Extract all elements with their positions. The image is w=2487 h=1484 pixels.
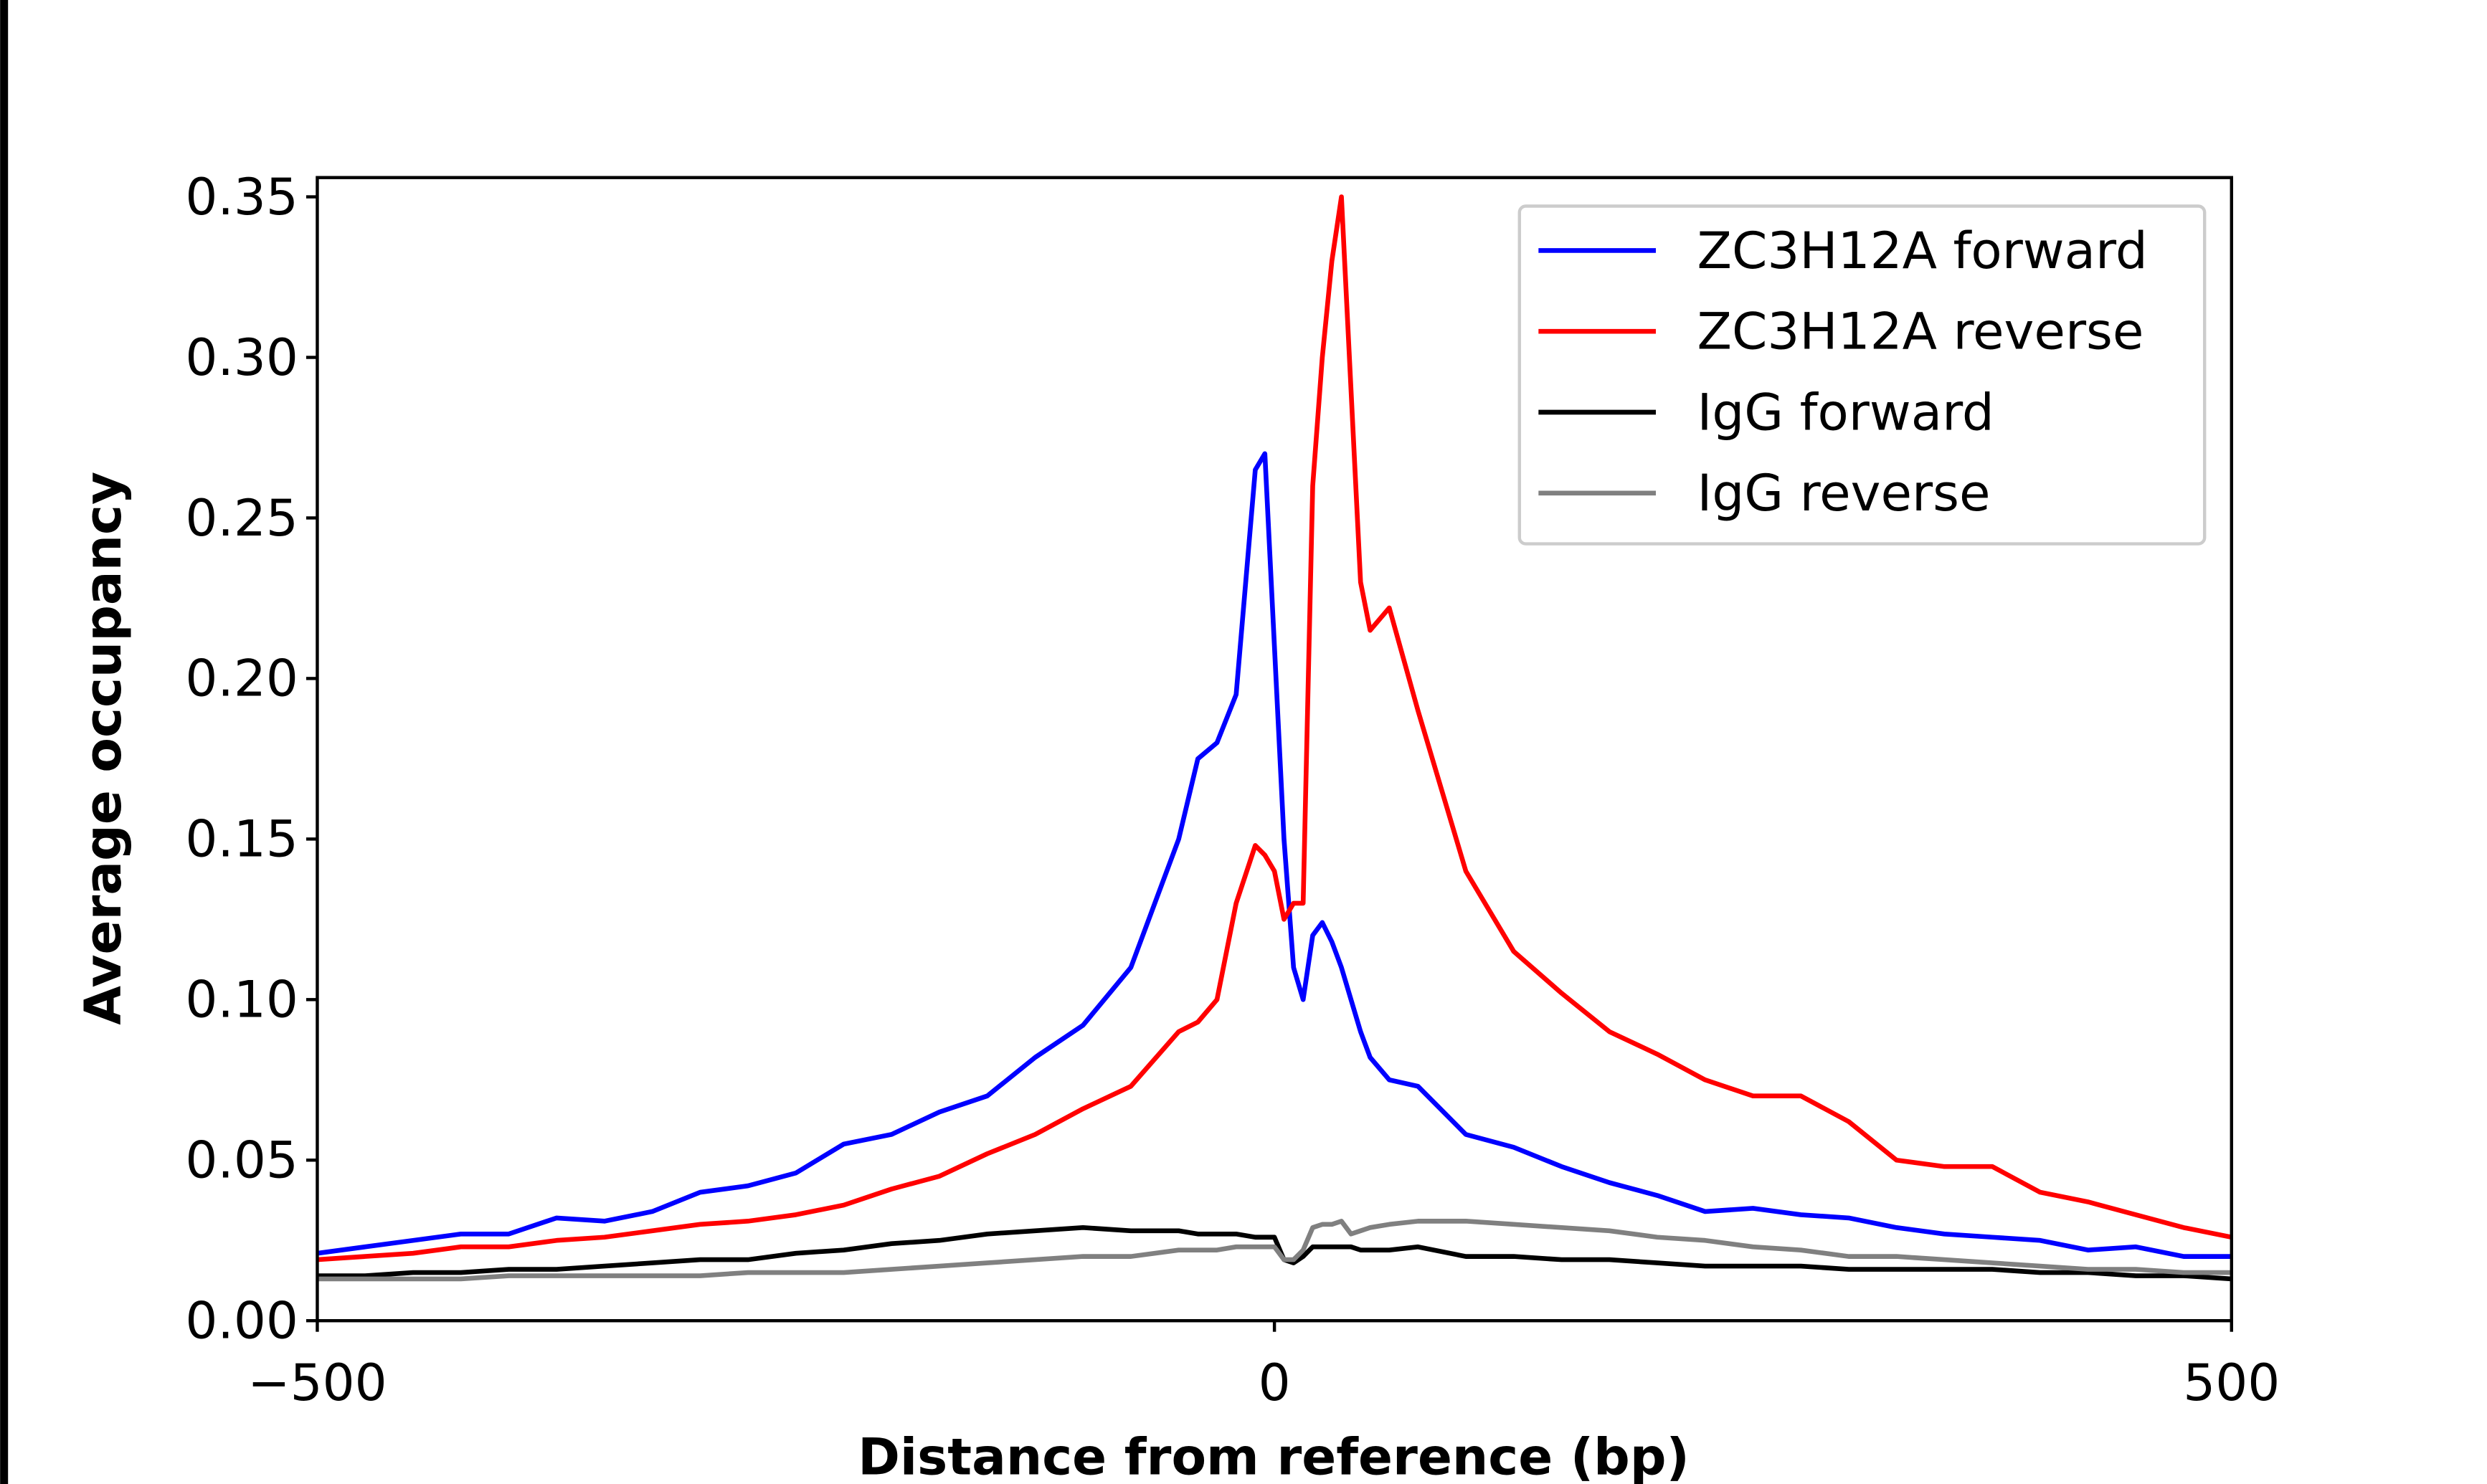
legend-label: ZC3H12A forward <box>1697 221 2148 280</box>
data-line <box>317 451 2232 1259</box>
y-tick-label: 0.05 <box>185 1131 298 1190</box>
y-tick-label: 0.15 <box>185 809 298 869</box>
legend-box <box>1517 204 2207 546</box>
x-tick-label: 500 <box>2183 1353 2280 1412</box>
legend-label: IgG forward <box>1697 382 1994 442</box>
x-tick-label: 0 <box>1259 1353 1291 1412</box>
left-edge <box>0 0 9 1484</box>
data-line <box>317 194 2232 1262</box>
data-line <box>317 1219 2232 1282</box>
y-tick-label: 0.35 <box>185 167 298 227</box>
y-tick-label: 0.20 <box>185 649 298 708</box>
plot-frame <box>316 176 2234 1323</box>
y-tick-label: 0.25 <box>185 488 298 548</box>
x-tick-label: −500 <box>247 1353 387 1412</box>
legend-label: IgG reverse <box>1697 463 1991 523</box>
y-axis-label: Average occupancy <box>73 472 133 1025</box>
y-tick-label: 0.30 <box>185 328 298 387</box>
y-tick-label: 0.00 <box>185 1291 298 1351</box>
legend-label: ZC3H12A reverse <box>1697 302 2144 361</box>
y-tick-label: 0.10 <box>185 970 298 1029</box>
data-line <box>317 1225 2232 1282</box>
x-axis-label: Distance from reference (bp) <box>858 1427 1690 1484</box>
